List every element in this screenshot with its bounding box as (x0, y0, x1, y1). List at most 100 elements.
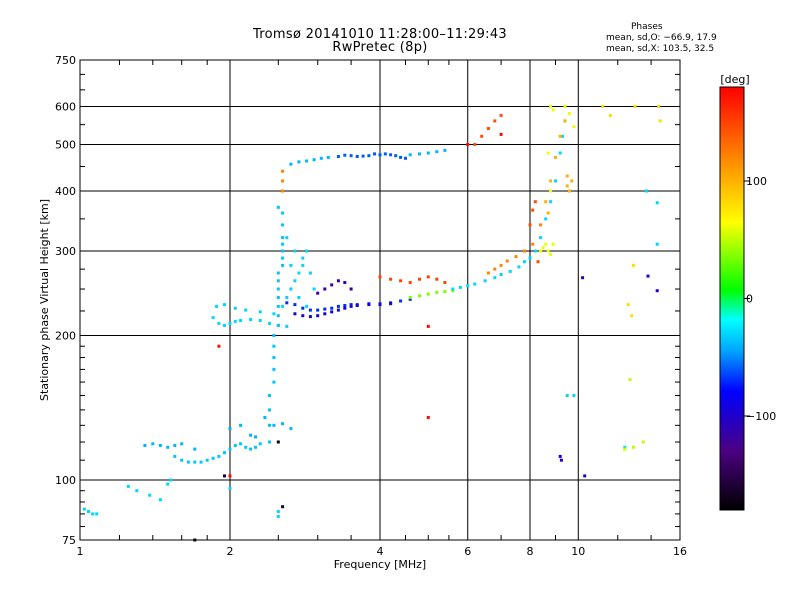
data-point (531, 242, 535, 246)
data-point (426, 416, 430, 419)
data-point (254, 435, 257, 439)
data-point (539, 223, 543, 227)
data-point (499, 132, 503, 136)
data-point (499, 273, 503, 276)
data-point (223, 474, 226, 478)
data-point (389, 277, 393, 281)
data-point (82, 507, 86, 511)
data-point (336, 279, 340, 283)
data-point (349, 304, 353, 308)
data-point (276, 510, 280, 513)
data-point (451, 287, 455, 291)
y-tick-label: 75 (62, 534, 76, 547)
data-point (281, 256, 285, 260)
data-point (223, 323, 226, 327)
data-point (531, 208, 535, 212)
data-point (276, 304, 280, 308)
data-point (551, 108, 555, 112)
data-point (326, 155, 330, 159)
data-point (285, 301, 289, 305)
data-point (499, 263, 503, 267)
data-point (514, 255, 518, 259)
data-point (523, 249, 526, 253)
data-points (82, 105, 662, 542)
data-point (499, 113, 503, 117)
data-point (312, 287, 316, 291)
x-tick-label: 8 (527, 545, 534, 558)
data-point (228, 427, 232, 431)
colorbar-ticks: 100 0 −100 (744, 175, 776, 423)
data-point (658, 119, 662, 123)
data-point (151, 442, 155, 446)
data-point (583, 474, 587, 478)
y-axis-label: Stationary phase Virtual Height [km] (38, 199, 51, 401)
data-point (523, 260, 526, 264)
data-point (458, 285, 462, 289)
data-point (572, 125, 576, 129)
data-point (541, 246, 545, 250)
data-point (505, 259, 509, 263)
data-point (383, 152, 387, 156)
data-point (205, 458, 209, 462)
data-point (435, 277, 439, 281)
data-point (343, 153, 347, 157)
data-point (276, 271, 280, 275)
data-point (217, 344, 221, 348)
data-point (305, 249, 309, 253)
data-point (276, 287, 280, 291)
data-point (289, 287, 293, 291)
data-point (316, 291, 320, 295)
data-point (217, 321, 221, 325)
x-tick-label: 2 (227, 545, 234, 558)
data-point (528, 223, 532, 227)
data-point (480, 134, 484, 138)
y-tick-label: 300 (55, 245, 76, 258)
data-point (361, 154, 365, 158)
data-point (394, 154, 398, 158)
data-point (623, 447, 627, 451)
data-point (486, 271, 490, 275)
x-axis-label: Frequency [MHz] (334, 558, 426, 571)
data-point (173, 454, 177, 458)
data-point (281, 211, 285, 215)
data-point (308, 271, 312, 275)
data-point (316, 314, 320, 318)
data-point (628, 378, 632, 381)
chart-title: Tromsø 20141010 11:28:00–11:29:43 (252, 27, 508, 42)
data-point (289, 427, 293, 431)
data-point (223, 451, 226, 455)
data-point (169, 478, 173, 482)
data-point (565, 184, 569, 188)
data-point (126, 484, 130, 488)
data-point (443, 290, 447, 293)
data-point (330, 306, 334, 310)
data-point (373, 152, 376, 156)
data-point (258, 319, 262, 322)
data-point (646, 274, 650, 278)
data-point (217, 454, 221, 458)
x-tick-label: 16 (673, 545, 687, 558)
data-point (285, 296, 289, 299)
data-point (268, 440, 271, 444)
data-point (572, 394, 576, 397)
data-point (378, 275, 382, 279)
data-point (546, 211, 550, 215)
data-point (258, 310, 262, 314)
data-point (443, 281, 447, 284)
data-point (404, 156, 407, 160)
data-point (408, 297, 412, 301)
data-point (293, 279, 297, 283)
data-point (297, 160, 301, 164)
data-point (272, 380, 276, 384)
data-point (323, 287, 327, 291)
phases-label: Phases (631, 22, 663, 32)
data-point (281, 189, 285, 193)
data-point (211, 456, 215, 460)
data-point (239, 319, 243, 322)
data-point (276, 314, 280, 318)
data-point (272, 423, 276, 427)
data-point (228, 447, 232, 451)
data-point (539, 236, 543, 240)
data-point (323, 307, 327, 311)
